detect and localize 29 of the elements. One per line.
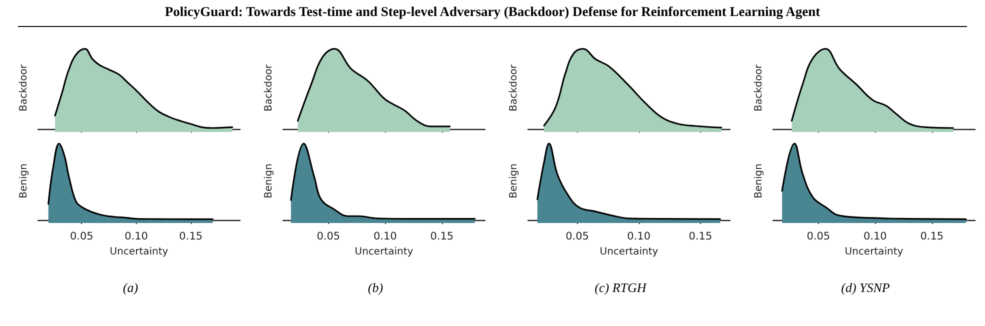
y-axis-title: Backdoor [264,64,274,112]
y-axis-title: Benign [754,164,764,198]
text: (c) RTGH [594,280,648,296]
y-axis-title: Backdoor [754,64,764,112]
x-tick-label: 0.05 [70,230,94,242]
y-axis-title: Backdoor [18,64,30,112]
text: (a) [122,280,140,296]
y-axis-title: Benign [508,164,520,198]
x-tick-label: 0.15 [920,230,944,242]
y-axis-title: Benign [264,164,274,198]
text: (d) YSNP [840,280,891,296]
x-tick-label: 0.10 [627,230,651,242]
x-axis-title: Uncertainty [110,246,168,258]
x-tick-label: 0.15 [688,230,712,242]
text: (b) [366,280,384,296]
y-axis-title: Benign [18,164,30,198]
x-tick-label: 0.05 [316,230,340,242]
text: PolicyGuard: Towards Test-time and Step-level Adversary (Backdoor) Defense for Reinforcement Learning Agent [164,4,822,20]
x-tick-label: 0.10 [863,230,887,242]
x-tick-label: 0.05 [806,230,830,242]
y-axis-title: Backdoor [508,64,520,112]
x-axis-title: Uncertainty [600,246,658,258]
x-axis-title: Uncertainty [844,246,904,258]
x-tick-label: 0.10 [373,230,397,242]
x-tick-label: 0.15 [430,230,454,242]
x-tick-label: 0.15 [179,230,203,242]
x-tick-label: 0.10 [124,230,148,242]
x-axis-title: Uncertainty [354,246,414,258]
x-tick-label: 0.05 [566,230,589,242]
